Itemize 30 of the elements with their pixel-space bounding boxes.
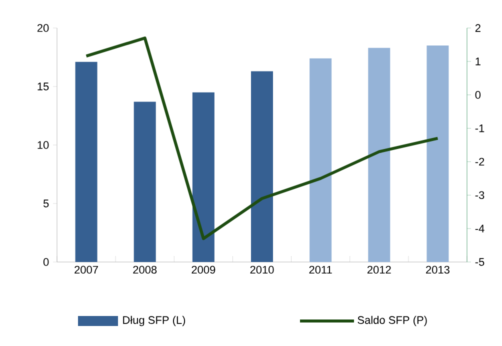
legend-label: Saldo SFP (P)	[358, 316, 427, 326]
y2-tick-label: -5	[475, 258, 484, 266]
x-tick-label: 2010	[250, 266, 274, 274]
y-tick-label: 15	[38, 82, 49, 90]
x-tick-label: 2011	[309, 266, 332, 274]
y2-tick-label: -1	[475, 124, 484, 132]
bar	[368, 48, 390, 262]
x-tick-label: 2008	[133, 266, 157, 274]
bar	[134, 102, 156, 262]
legend-label: Dług SFP (L)	[123, 316, 186, 326]
y2-tick-label: -2	[475, 158, 484, 166]
bar	[251, 71, 274, 262]
y-tick-label: 5	[43, 200, 49, 208]
y-tick-label: 20	[37, 24, 49, 32]
x-tick-label: 2007	[74, 266, 98, 274]
bar	[426, 46, 449, 262]
bar	[75, 62, 98, 262]
line-series	[84, 36, 440, 240]
y2-tick-label: -4	[475, 224, 484, 232]
x-tick-label: 2009	[192, 266, 216, 274]
y-tick-label: 0	[43, 258, 49, 266]
y-tick-label: 10	[38, 141, 49, 149]
x-tick-label: 2013	[426, 266, 450, 274]
y2-tick-label: 0	[475, 90, 481, 99]
y2-tick-label: 2	[475, 24, 480, 32]
bar	[310, 58, 332, 262]
bar	[192, 92, 214, 262]
y2-tick-label: 1	[476, 58, 480, 66]
y2-tick-label: -3	[475, 191, 484, 200]
x-tick-label: 2012	[367, 266, 391, 274]
